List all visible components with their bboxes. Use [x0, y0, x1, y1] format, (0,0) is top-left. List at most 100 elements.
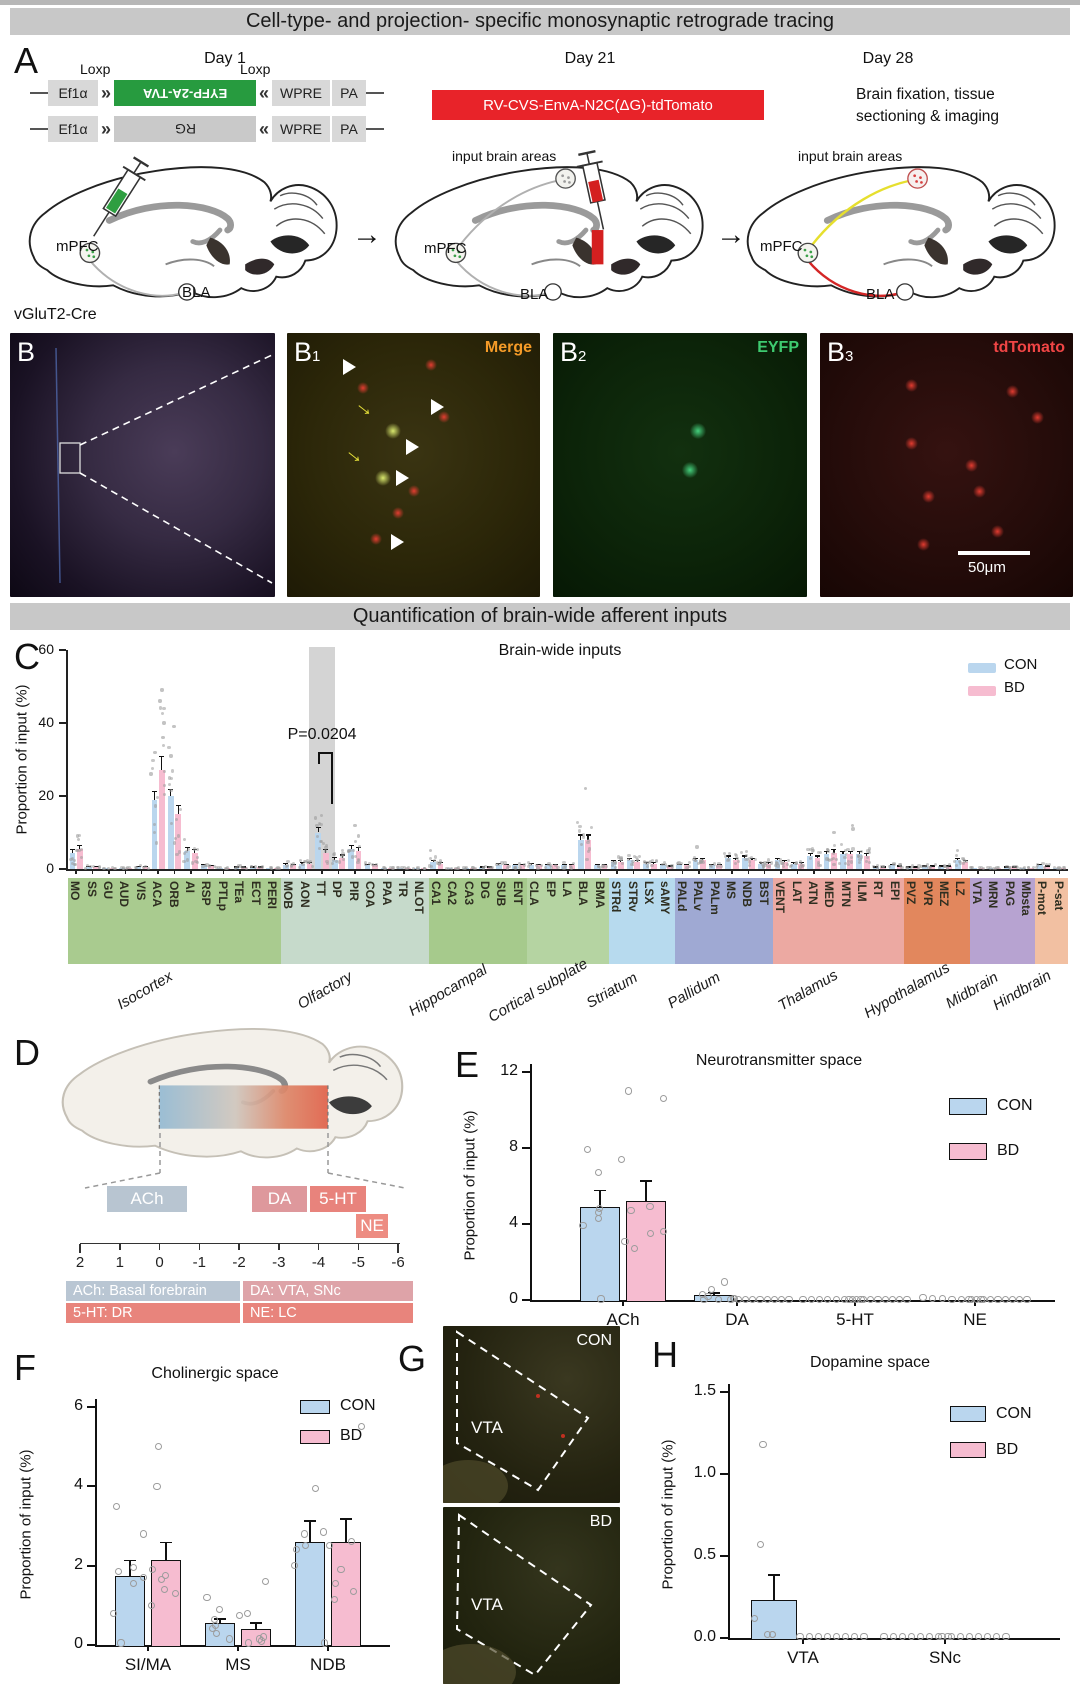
x-tick: [108, 869, 110, 874]
construct-line: [30, 92, 48, 94]
data-point: [934, 863, 938, 867]
data-point: [834, 857, 839, 861]
group-band: [1035, 878, 1068, 964]
legend-con-label: CON: [1004, 656, 1038, 673]
data-point: [578, 824, 582, 828]
data-point: [72, 858, 76, 863]
cell-blob: [375, 470, 392, 487]
data-point: [536, 866, 540, 870]
data-point: [78, 833, 82, 837]
bar-BD: [913, 867, 919, 869]
error-cap: [824, 850, 830, 852]
data-point: [736, 857, 740, 861]
data-point: [900, 866, 904, 870]
error-cap: [864, 852, 870, 855]
arrowhead-icon: [405, 438, 419, 455]
error-cap: [1044, 865, 1050, 867]
promoter-box: Ef1α: [48, 116, 98, 142]
region-label: LAT: [789, 881, 804, 904]
data-point: [153, 804, 157, 808]
data-point: [617, 855, 621, 859]
data-point: [744, 857, 748, 861]
data-point: [823, 1632, 832, 1640]
data-point: [209, 1624, 217, 1632]
bar-BD: [585, 839, 591, 869]
data-point: [129, 1579, 137, 1588]
day28-procedure-text: Brain fixation, tissue sectioning & imag…: [856, 86, 1000, 125]
data-point: [70, 861, 75, 866]
data-point: [201, 864, 205, 868]
bar-CON: [938, 866, 945, 869]
data-point: [313, 816, 318, 820]
data-point: [763, 864, 767, 868]
data-point: [580, 843, 584, 847]
data-point: [626, 857, 631, 861]
data-point: [311, 865, 315, 869]
x-tick: [632, 869, 635, 874]
error-cap: [725, 855, 731, 857]
data-point: [575, 820, 579, 824]
data-point: [927, 866, 931, 870]
error-cap: [585, 834, 591, 836]
data-point: [144, 864, 148, 868]
data-point: [290, 1562, 299, 1570]
data-point: [177, 850, 181, 854]
data-point: [850, 855, 854, 859]
group-band: [281, 878, 429, 964]
data-point: [943, 864, 948, 868]
data-point: [77, 848, 81, 852]
bar-CON: [1036, 865, 1043, 869]
data-point: [337, 860, 341, 864]
data-point: [920, 865, 924, 869]
data-point: [549, 864, 553, 868]
cell-blob: [407, 485, 420, 498]
legend-bd-swatch: [950, 1442, 986, 1458]
data-point: [367, 861, 372, 865]
ruler-tick: [278, 1244, 280, 1250]
bar-BD: [929, 866, 936, 869]
data-point: [857, 860, 861, 864]
x-category-label: VTA: [787, 1648, 819, 1667]
error-cap: [700, 857, 706, 859]
data-point: [807, 1296, 815, 1304]
data-point: [677, 861, 681, 865]
micrograph-merge: B1 Merge → →: [287, 333, 540, 597]
data-point: [969, 866, 973, 870]
data-point: [160, 688, 164, 692]
data-point: [948, 1295, 956, 1303]
data-point: [491, 866, 495, 870]
region-label: STRd: [609, 881, 624, 913]
data-point: [363, 861, 368, 865]
bar-CON: [676, 865, 682, 869]
cell-blob: [369, 532, 382, 545]
data-point: [274, 866, 278, 871]
data-point: [649, 860, 653, 864]
data-point: [1052, 866, 1057, 870]
data-point: [432, 858, 436, 862]
bd-tag: BD: [589, 1513, 612, 1530]
data-point: [875, 866, 879, 870]
region-label: PALv: [691, 881, 706, 911]
data-point: [907, 1632, 916, 1640]
x-tick: [960, 869, 963, 874]
error-cap: [512, 864, 518, 866]
micrograph-vta-con: CON VTA: [443, 1326, 620, 1503]
data-point: [769, 861, 773, 865]
region-label: BMA: [592, 881, 607, 909]
data-point: [357, 845, 361, 849]
data-point: [168, 782, 172, 787]
panel-e-letter: E: [455, 1044, 480, 1085]
bar-CON: [167, 796, 174, 869]
data-point: [799, 1296, 807, 1304]
data-point: [751, 1614, 759, 1622]
data-point: [151, 767, 155, 771]
x-tick: [698, 869, 700, 874]
data-point: [203, 863, 207, 867]
data-point: [482, 866, 486, 870]
data-point: [121, 866, 125, 870]
scale-bar-label: 50μm: [968, 559, 1006, 576]
x-tick: [419, 869, 422, 874]
error-cap: [733, 857, 739, 859]
data-point: [172, 1589, 180, 1598]
data-point: [182, 851, 187, 855]
